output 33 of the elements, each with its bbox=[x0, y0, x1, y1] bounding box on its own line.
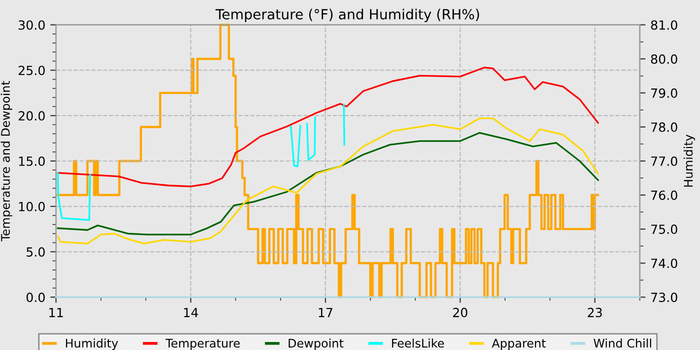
line-series bbox=[56, 66, 599, 188]
x-tick-label: 17 bbox=[318, 308, 332, 318]
y2-tick-label: 79.0 bbox=[651, 88, 678, 98]
y2-tick-label: 76.0 bbox=[651, 190, 678, 200]
y2-tick-label: 75.0 bbox=[651, 224, 678, 234]
legend-label: Temperature bbox=[166, 338, 240, 350]
x-tick-label: 23 bbox=[588, 308, 602, 318]
legend-label: Apparent bbox=[492, 338, 546, 350]
legend-label: Dewpoint bbox=[288, 338, 344, 350]
y2-axis-title: Humidity bbox=[684, 134, 696, 187]
y-tick-label: 20.0 bbox=[18, 111, 45, 121]
line-series bbox=[56, 118, 599, 244]
y2-tick-label: 80.0 bbox=[651, 54, 678, 64]
x-tick-label: 14 bbox=[184, 308, 198, 318]
y-tick-label: 30.0 bbox=[18, 20, 45, 30]
y2-tick-label: 74.0 bbox=[651, 258, 678, 268]
legend-label: Humidity bbox=[66, 338, 118, 350]
y-tick-label: 5.0 bbox=[26, 247, 45, 257]
y-tick-label: 0.0 bbox=[26, 292, 45, 302]
y2-tick-label: 81.0 bbox=[651, 20, 678, 30]
y2-tick-label: 78.0 bbox=[651, 122, 678, 132]
y-axis-title: Temperature and Dewpoint bbox=[0, 80, 12, 242]
y2-tick-label: 77.0 bbox=[651, 156, 678, 166]
y-tick-label: 10.0 bbox=[19, 202, 45, 212]
legend-label: Wind Chill bbox=[594, 338, 652, 348]
chart-title: Temperature (°F) and Humidity (RH%) bbox=[216, 8, 480, 22]
y-tick-label: 25.0 bbox=[18, 66, 45, 76]
x-tick-label: 11 bbox=[49, 308, 63, 318]
y2-tick-label: 73.0 bbox=[651, 292, 678, 302]
y-tick-label: 15.0 bbox=[19, 156, 45, 166]
line-series bbox=[56, 132, 599, 236]
legend-label: FeelsLike bbox=[392, 338, 444, 348]
x-tick-label: 20 bbox=[453, 308, 468, 318]
